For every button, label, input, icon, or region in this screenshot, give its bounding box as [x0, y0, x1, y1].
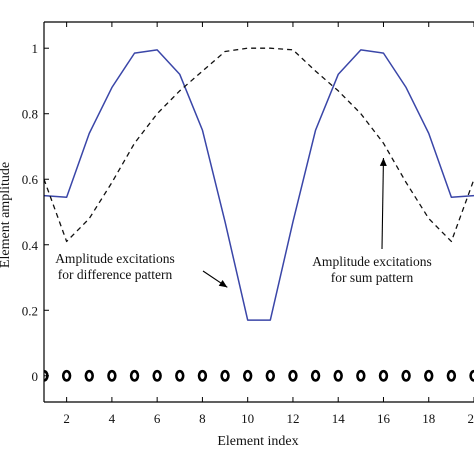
annotation-text: Amplitude excitations: [312, 254, 432, 269]
x-tick-label: 4: [109, 411, 116, 426]
x-tick-label: 16: [377, 411, 391, 426]
data-marker: [401, 369, 411, 382]
data-marker: [424, 369, 434, 382]
data-marker: [446, 369, 457, 382]
y-tick-label: 1: [32, 41, 39, 56]
data-marker: [288, 369, 298, 382]
data-marker: [197, 369, 208, 382]
markers-layer: [44, 369, 474, 382]
annotation-text: for sum pattern: [331, 270, 414, 285]
x-tick-label: 14: [332, 411, 346, 426]
y-tick-label: 0.2: [22, 303, 38, 318]
data-marker: [378, 369, 389, 382]
annotation-arrowhead: [218, 279, 228, 288]
annotation-arrowhead: [379, 157, 387, 166]
data-marker: [61, 369, 72, 382]
data-marker: [242, 369, 253, 382]
annotation-text: Amplitude excitations: [55, 251, 175, 266]
x-tick-label: 20: [468, 411, 474, 426]
x-axis-label: Element index: [217, 434, 298, 449]
series-line-solid: [44, 49, 474, 321]
y-axis-label: Element amplitude: [0, 162, 13, 268]
data-marker: [356, 369, 366, 382]
data-marker: [152, 369, 162, 382]
data-marker: [469, 369, 474, 382]
data-marker: [107, 369, 117, 382]
data-marker: [175, 369, 185, 382]
x-tick-label: 2: [63, 411, 70, 426]
y-tick-label: 0.8: [22, 107, 38, 122]
data-marker: [333, 369, 343, 382]
y-tick-label: 0.4: [22, 238, 39, 253]
x-tick-label: 12: [286, 411, 299, 426]
annotation-text: for difference pattern: [58, 267, 173, 282]
ticks-layer: 2 4 6 8 10 12 14 16 18 20 0 0.2 0.4 0.6 0.8 1: [22, 22, 474, 426]
x-tick-label: 10: [241, 411, 254, 426]
data-marker: [265, 369, 276, 382]
series-line-dashed: [44, 47, 474, 243]
y-tick-label: 0.6: [22, 172, 39, 187]
data-marker: [310, 369, 321, 382]
data-marker: [129, 369, 140, 382]
series-layer: [44, 47, 474, 321]
axes-layer: [43, 21, 474, 403]
x-tick-label: 8: [199, 411, 206, 426]
data-marker: [84, 369, 94, 382]
x-tick-label: 6: [154, 411, 161, 426]
y-tick-label: 0: [32, 369, 39, 384]
y-axis-label-group: Element amplitude: [0, 162, 13, 268]
data-marker: [220, 369, 230, 382]
x-tick-label: 18: [422, 411, 435, 426]
annotation-arrow-line: [381, 157, 385, 250]
